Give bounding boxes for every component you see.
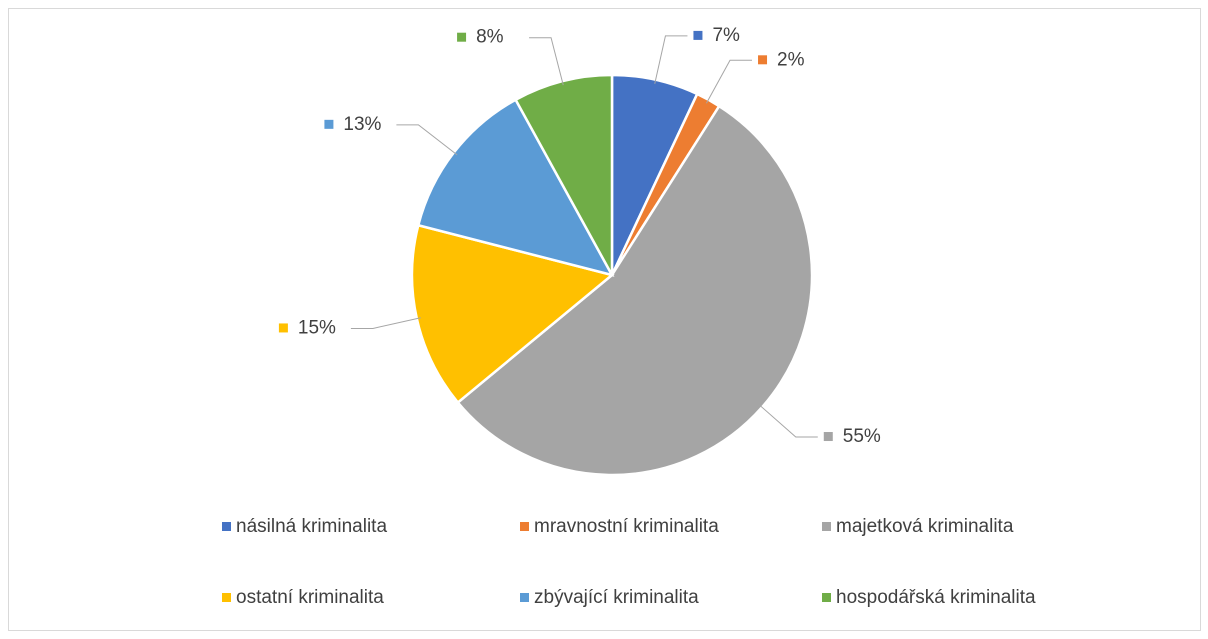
legend-marker (822, 522, 831, 531)
label-marker (823, 432, 833, 442)
legend-marker (822, 593, 831, 602)
leader-line (529, 37, 564, 86)
leader-line (350, 317, 421, 329)
leader-line (654, 35, 688, 84)
data-label: 8% (476, 27, 504, 48)
data-label: 13% (343, 114, 381, 135)
legend-label: majetková kriminalita (836, 516, 1014, 537)
legend-label: zbývající kriminalita (534, 587, 699, 608)
leader-line (758, 404, 818, 438)
data-label: 55% (843, 426, 881, 447)
label-marker (324, 119, 334, 129)
legend-label: násilná kriminalita (236, 516, 387, 537)
data-label: 2% (777, 49, 805, 70)
leader-line (396, 124, 458, 156)
legend-label: mravnostní kriminalita (534, 516, 719, 537)
legend-label: ostatní kriminalita (236, 587, 384, 608)
legend-marker (520, 593, 529, 602)
label-marker (693, 30, 703, 40)
leader-line (705, 59, 753, 104)
legend-marker (222, 522, 231, 531)
label-marker (278, 323, 288, 333)
legend-label: hospodářská kriminalita (836, 587, 1036, 608)
legend-marker (520, 522, 529, 531)
data-label: 15% (298, 317, 336, 338)
data-label: 7% (712, 25, 740, 46)
label-marker (457, 32, 467, 42)
label-marker (758, 55, 768, 65)
legend-marker (222, 593, 231, 602)
